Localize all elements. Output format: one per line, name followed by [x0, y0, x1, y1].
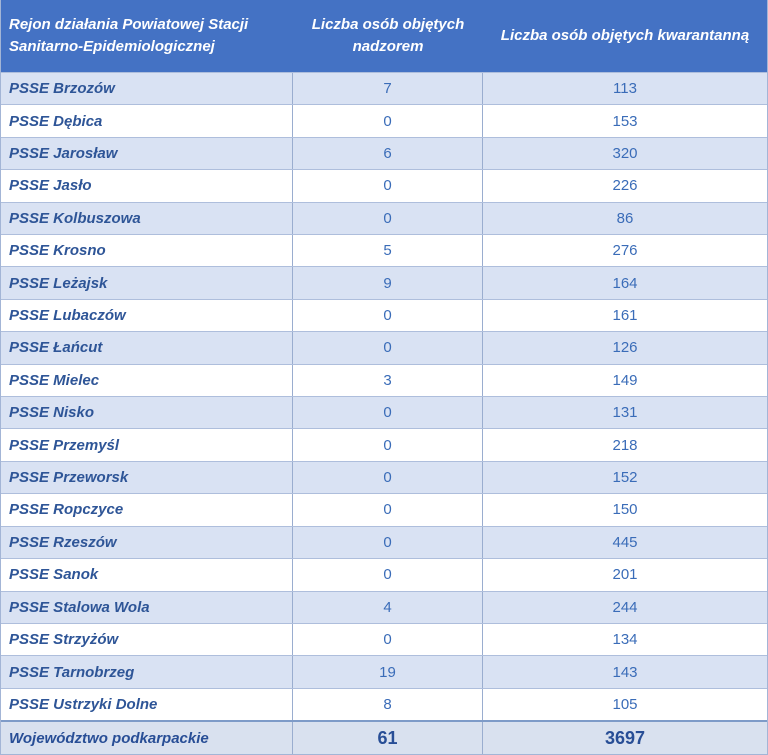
quarantine-count-cell: 126: [612, 339, 638, 357]
region-cell: PSSE Mielec: [1, 364, 293, 397]
table-row: PSSE Sanok 0 201: [1, 558, 767, 591]
total-supervision-cell: 61: [293, 722, 483, 754]
table-row: PSSE Nisko 0 131: [1, 396, 767, 429]
quarantine-count-cell: 134: [612, 631, 638, 649]
total-region-cell: Województwo podkarpackie: [1, 722, 293, 754]
quarantine-count-cell: 244: [612, 598, 638, 616]
region-cell: PSSE Brzozów: [1, 73, 293, 105]
header-quarantine-count: Liczba osób objętych kwarantanną: [500, 27, 750, 44]
header-region: Rejon działania Powiatowej Stacji Sanita…: [9, 16, 249, 55]
region-cell: PSSE Sanok: [1, 559, 293, 591]
supervision-count-cell: 9: [293, 267, 483, 299]
table-row: PSSE Ropczyce 0 150: [1, 493, 767, 526]
supervision-count-cell: 0: [293, 494, 483, 526]
supervision-count-cell: 19: [293, 656, 483, 688]
quarantine-count-cell: 445: [612, 533, 638, 551]
supervision-count-cell: 0: [293, 623, 483, 656]
table-row: PSSE Lubaczów 0 161: [1, 298, 767, 332]
supervision-count-cell: 0: [293, 332, 483, 364]
supervision-count-cell: 0: [293, 299, 483, 332]
region-cell: PSSE Leżajsk: [1, 267, 293, 299]
table-header-row: Rejon działania Powiatowej Stacji Sanita…: [1, 0, 767, 72]
quarantine-count-cell: 152: [612, 469, 638, 487]
quarantine-count-cell: 149: [612, 371, 638, 389]
table-row: PSSE Strzyżów 0 134: [1, 622, 767, 656]
table-row: PSSE Stalowa Wola 4 244: [1, 590, 767, 623]
quarantine-count-cell: 226: [612, 177, 638, 195]
table-row: PSSE Jasło 0 226: [1, 169, 767, 202]
quarantine-count-cell: 113: [613, 80, 637, 98]
table-row: PSSE Przemyśl 0 218: [1, 428, 767, 461]
table-row: PSSE Rzeszów 0 445: [1, 525, 767, 559]
header-supervision-count: Liczba osób objętych nadzorem: [311, 16, 465, 55]
region-cell: PSSE Ropczyce: [1, 494, 293, 526]
quarantine-count-cell: 105: [612, 695, 638, 713]
supervision-count-cell: 0: [293, 429, 483, 461]
region-cell: PSSE Ustrzyki Dolne: [1, 688, 293, 721]
region-cell: PSSE Jasło: [1, 170, 293, 202]
quarantine-count-cell: 86: [616, 209, 634, 227]
region-cell: PSSE Tarnobrzeg: [1, 656, 293, 688]
quarantine-count-cell: 150: [612, 501, 638, 519]
region-cell: PSSE Łańcut: [1, 332, 293, 364]
quarantine-count-cell: 143: [612, 663, 638, 681]
region-cell: PSSE Rzeszów: [1, 526, 293, 559]
table-total-row: Województwo podkarpackie 61 3697: [1, 720, 767, 754]
table-body: PSSE Brzozów 7 113 PSSE Dębica 0 153 PSS…: [1, 72, 767, 721]
table-row: PSSE Kolbuszowa 0 86: [1, 201, 767, 235]
region-cell: PSSE Strzyżów: [1, 623, 293, 656]
total-quarantine-cell: 3697: [604, 727, 646, 748]
supervision-count-cell: 3: [293, 364, 483, 397]
supervision-count-cell: 0: [293, 526, 483, 559]
supervision-count-cell: 6: [293, 137, 483, 170]
region-cell: PSSE Dębica: [1, 105, 293, 137]
quarantine-count-cell: 131: [612, 404, 638, 422]
table-row: PSSE Łańcut 0 126: [1, 331, 767, 364]
table-row: PSSE Dębica 0 153: [1, 104, 767, 137]
quarantine-count-cell: 320: [612, 145, 638, 163]
quarantine-count-cell: 164: [612, 274, 638, 292]
quarantine-count-cell: 201: [612, 566, 638, 584]
region-cell: PSSE Stalowa Wola: [1, 591, 293, 623]
supervision-count-cell: 7: [293, 73, 483, 105]
table-row: PSSE Przeworsk 0 152: [1, 460, 767, 494]
region-cell: PSSE Jarosław: [1, 137, 293, 170]
region-cell: PSSE Przemyśl: [1, 429, 293, 461]
region-cell: PSSE Lubaczów: [1, 299, 293, 332]
table-row: PSSE Krosno 5 276: [1, 234, 767, 267]
table-row: PSSE Ustrzyki Dolne 8 105: [1, 687, 767, 721]
supervision-count-cell: 5: [293, 235, 483, 267]
table-row: PSSE Tarnobrzeg 19 143: [1, 655, 767, 688]
supervision-count-cell: 0: [293, 397, 483, 429]
supervision-count-cell: 0: [293, 461, 483, 494]
supervision-count-cell: 0: [293, 105, 483, 137]
table-row: PSSE Brzozów 7 113: [1, 72, 767, 105]
quarantine-count-cell: 153: [612, 112, 638, 130]
region-cell: PSSE Przeworsk: [1, 461, 293, 494]
supervision-count-cell: 0: [293, 202, 483, 235]
region-cell: PSSE Krosno: [1, 235, 293, 267]
quarantine-count-cell: 161: [612, 307, 638, 325]
supervision-count-cell: 8: [293, 688, 483, 721]
table-row: PSSE Mielec 3 149: [1, 363, 767, 397]
supervision-count-cell: 0: [293, 559, 483, 591]
quarantine-count-cell: 218: [612, 436, 638, 454]
supervision-count-cell: 0: [293, 170, 483, 202]
region-cell: PSSE Kolbuszowa: [1, 202, 293, 235]
quarantine-count-cell: 276: [612, 242, 638, 260]
table-row: PSSE Jarosław 6 320: [1, 136, 767, 170]
table-row: PSSE Leżajsk 9 164: [1, 266, 767, 299]
region-cell: PSSE Nisko: [1, 397, 293, 429]
supervision-count-cell: 4: [293, 591, 483, 623]
